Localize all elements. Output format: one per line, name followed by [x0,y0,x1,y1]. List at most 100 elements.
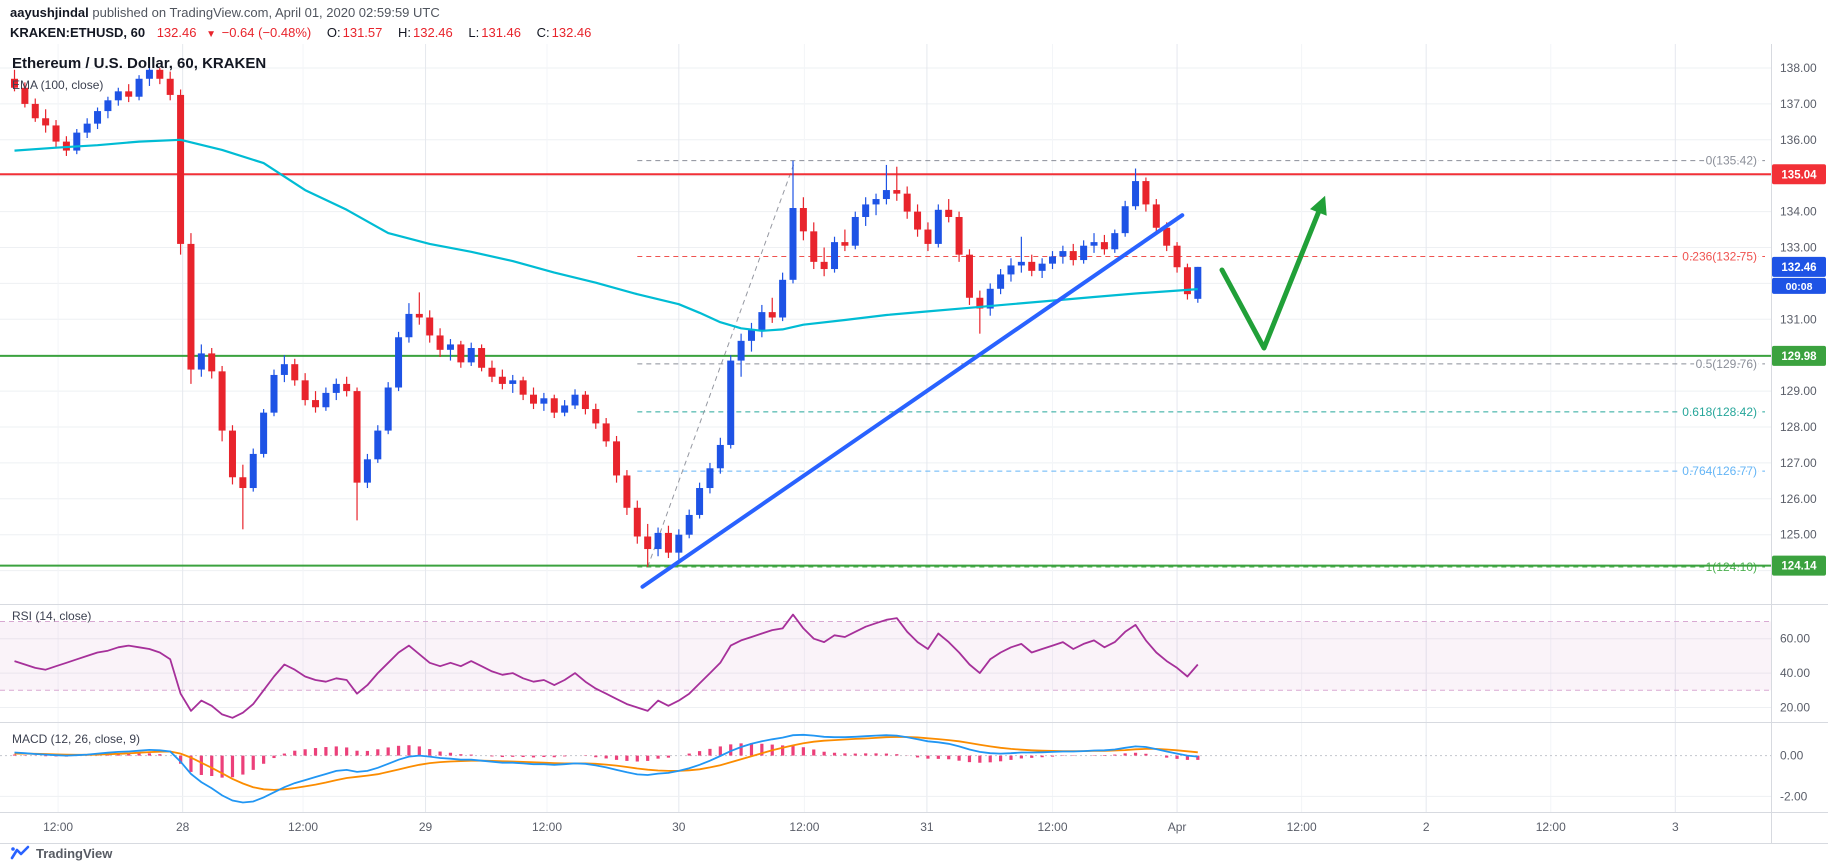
candle [571,394,579,406]
candle [685,514,693,535]
candle [664,532,672,553]
macd-signal-line [14,736,1198,791]
candle [31,103,39,119]
candle [332,383,340,393]
macd-tick-label: 0.00 [1780,749,1804,763]
symbol-name: KRAKEN:ETHUSD, 60 [10,25,146,40]
candle [353,391,361,483]
grid [0,44,1771,812]
price-tag [1772,164,1826,185]
rsi-tick-label: 20.00 [1780,701,1810,715]
time-axis[interactable] [0,813,1771,843]
candle [467,348,475,363]
time-tick-label: Apr [1168,820,1187,834]
time-tick-label: 12:00 [532,820,562,834]
candle [446,344,454,350]
candle [488,367,496,377]
candle [914,211,922,230]
candle [623,475,631,508]
price-tag [1772,277,1826,294]
rsi-band [0,621,1771,691]
candle [135,78,143,97]
candle [1059,251,1067,257]
candle [758,312,766,331]
high-value: 132.46 [413,25,453,40]
candle [42,118,50,126]
horizontal-levels[interactable] [0,173,1771,567]
candle [208,353,216,372]
fib-label: 0.618(128.42) [1682,405,1757,419]
candle [156,69,164,79]
candle [1142,181,1150,205]
candle [187,243,195,370]
price-scale[interactable]: 138.00137.00136.00135.00134.00133.00132.… [1772,44,1828,843]
candle [851,216,859,246]
candle [561,405,569,413]
candle [613,441,621,476]
candles [11,66,1202,568]
ema-line [14,138,1198,332]
fib-label: 0.5(129.76) [1696,357,1757,371]
candle [934,209,942,244]
price-tick-label: 134.00 [1780,205,1817,219]
fib-label: 0.236(132.75) [1682,249,1757,263]
rsi-line [14,613,1199,719]
candle [945,209,953,217]
candle [1173,245,1181,268]
symbol-header: KRAKEN:ETHUSD, 60 132.46 ▼ −0.64 (−0.48%… [10,25,591,40]
time-tick-label: 31 [920,820,934,834]
fib-label: 0(135.42) [1706,154,1757,168]
candle [1028,261,1036,271]
price-axis[interactable] [1772,44,1828,843]
candle [976,297,984,309]
low-label: L: [468,25,480,40]
candle [831,242,839,270]
candle [903,193,911,212]
fib-label: 1(124.10) [1706,560,1757,574]
rsi-legend[interactable]: RSI (14, close) [12,609,92,623]
macd-legend[interactable]: MACD (12, 26, close, 9) [12,732,141,746]
time-tick-label: 29 [419,820,433,834]
trend-line[interactable] [640,213,1185,589]
candle [986,288,994,309]
candle [125,91,133,97]
candle [1121,206,1129,234]
ema-legend[interactable]: EMA (100, close) [12,78,104,92]
candle [924,229,932,244]
candle [519,380,527,395]
candle [1183,267,1191,295]
price-tag-label: 132.46 [1781,262,1816,274]
brand-footer[interactable]: TradingView [10,845,112,861]
candle [747,330,755,341]
candle [363,459,371,483]
candle [21,87,29,104]
price-tag-label: 135.04 [1781,169,1817,181]
price-tag-label: 00:08 [1786,281,1813,293]
candle [810,231,818,262]
candle [550,398,558,413]
time-scale[interactable]: 12:00 28 12:00 29 12:00 30 12:00 31 12:00 Apr 12:0… [0,813,1771,843]
fib-diagonal [647,160,796,568]
candle [415,313,423,318]
time-tick-label: 12:00 [43,820,73,834]
candle [343,383,351,392]
fib-retracement[interactable]: 0(135.42) 0.236(132.75) 0.5(129.76) 0.618(1… [637,152,1765,576]
tradingview-logo-icon [10,845,30,861]
candle [498,376,506,384]
candle [197,353,205,370]
candle [696,488,704,515]
arrow-drawing[interactable] [1219,195,1327,351]
candle [820,261,828,270]
open-label: O: [326,25,341,40]
macd-line [14,733,1198,804]
time-tick-label: 12:00 [1287,820,1317,834]
price-tag [1772,345,1826,366]
candle [530,394,537,404]
close-label: C: [536,25,550,40]
price-tick-label: 126.00 [1780,492,1817,506]
candle [882,190,890,200]
price-tick-label: 137.00 [1780,97,1817,111]
price-tag [1772,555,1826,576]
arrow-line [1219,203,1324,351]
